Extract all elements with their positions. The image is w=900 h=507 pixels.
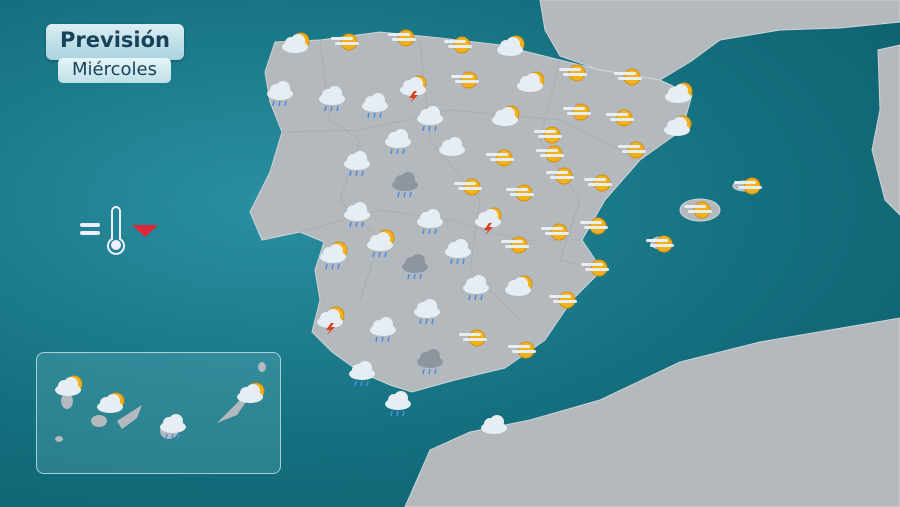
land-corsica-sardinia: [871, 44, 900, 216]
canary-weather-sun-cloud-icon: [50, 373, 86, 403]
weather-haze-sun-icon: [384, 23, 420, 53]
land-france: [539, 0, 900, 81]
canary-weather-sun-cloud-icon: [232, 380, 268, 410]
weather-cloud-icon: [476, 411, 512, 441]
weather-rain-icon: [314, 82, 350, 112]
weather-cloud-drizzle-icon: [357, 89, 393, 119]
weather-haze-sun-icon: [455, 323, 491, 353]
weather-sun-cloud-icon: [487, 103, 523, 133]
canary-weather-rain-icon: [155, 410, 191, 440]
weather-rain-icon: [262, 77, 298, 107]
page-title: Previsión: [60, 28, 170, 52]
equals-icon: [80, 223, 100, 235]
weather-sun-cloud-icon: [660, 80, 696, 110]
weather-dark-rain-icon: [387, 168, 423, 198]
weather-haze-sun-icon: [614, 135, 650, 165]
weather-haze-sun-icon: [440, 30, 476, 60]
weather-haze-sun-icon: [576, 211, 612, 241]
weather-haze-sun-icon: [580, 168, 616, 198]
weather-sun-cloud-icon: [500, 273, 536, 303]
weather-haze-sun-icon: [497, 230, 533, 260]
thermometer-icon: [107, 206, 125, 255]
weather-haze-sun-icon: [504, 335, 540, 365]
title-box: Previsión: [46, 24, 184, 60]
weather-sun-rain-icon: [315, 240, 351, 270]
temperature-legend: [78, 205, 160, 259]
weather-storm-icon: [470, 205, 506, 235]
weather-haze-sun-icon: [559, 97, 595, 127]
weather-rain-icon: [339, 147, 375, 177]
weather-haze-sun-icon: [642, 229, 678, 259]
temperature-down-icon: [132, 225, 158, 237]
weather-haze-sun-icon: [530, 120, 566, 150]
weather-haze-sun-icon: [447, 65, 483, 95]
weather-haze-sun-icon: [602, 103, 638, 133]
weather-rain-icon: [440, 235, 476, 265]
weather-haze-sun-icon: [502, 178, 538, 208]
canary-weather-sun-cloud-icon: [92, 390, 128, 420]
weather-rain-icon: [365, 313, 401, 343]
weather-rain-icon: [380, 125, 416, 155]
weather-haze-sun-icon: [730, 171, 766, 201]
weather-dark-rain-icon: [397, 250, 433, 280]
day-label: Miércoles: [72, 59, 157, 80]
subtitle-box: Miércoles: [58, 58, 171, 83]
weather-rain-icon: [344, 357, 380, 387]
weather-haze-sun-icon: [610, 62, 646, 92]
weather-haze-sun-icon: [482, 143, 518, 173]
weather-haze-sun-icon: [555, 58, 591, 88]
weather-rain-icon: [412, 102, 448, 132]
weather-haze-sun-icon: [450, 172, 486, 202]
weather-rain-icon: [458, 271, 494, 301]
weather-sun-rain-icon: [362, 228, 398, 258]
weather-haze-sun-icon: [537, 217, 573, 247]
weather-storm-icon: [395, 73, 431, 103]
weather-cloud-icon: [434, 133, 470, 163]
weather-rain-icon: [380, 387, 416, 417]
canary-islands-inset: [36, 352, 281, 474]
land-africa: [404, 317, 900, 507]
weather-haze-sun-icon: [542, 161, 578, 191]
weather-haze-sun-icon: [532, 139, 568, 169]
weather-rain-icon: [409, 295, 445, 325]
weather-rain-icon: [412, 205, 448, 235]
weather-haze-sun-icon: [327, 27, 363, 57]
weather-storm-sun-icon: [312, 305, 348, 335]
weather-sun-cloud-icon: [512, 69, 548, 99]
weather-sun-cloud-icon: [492, 33, 528, 63]
weather-sun-cloud-icon: [277, 30, 313, 60]
weather-dark-rain-icon: [412, 345, 448, 375]
weather-haze-sun-icon: [680, 195, 716, 225]
weather-rain-icon: [339, 198, 375, 228]
weather-sun-cloud-icon: [659, 113, 695, 143]
land-iberia: [249, 31, 693, 393]
weather-haze-sun-icon: [545, 285, 581, 315]
weather-haze-sun-icon: [577, 253, 613, 283]
